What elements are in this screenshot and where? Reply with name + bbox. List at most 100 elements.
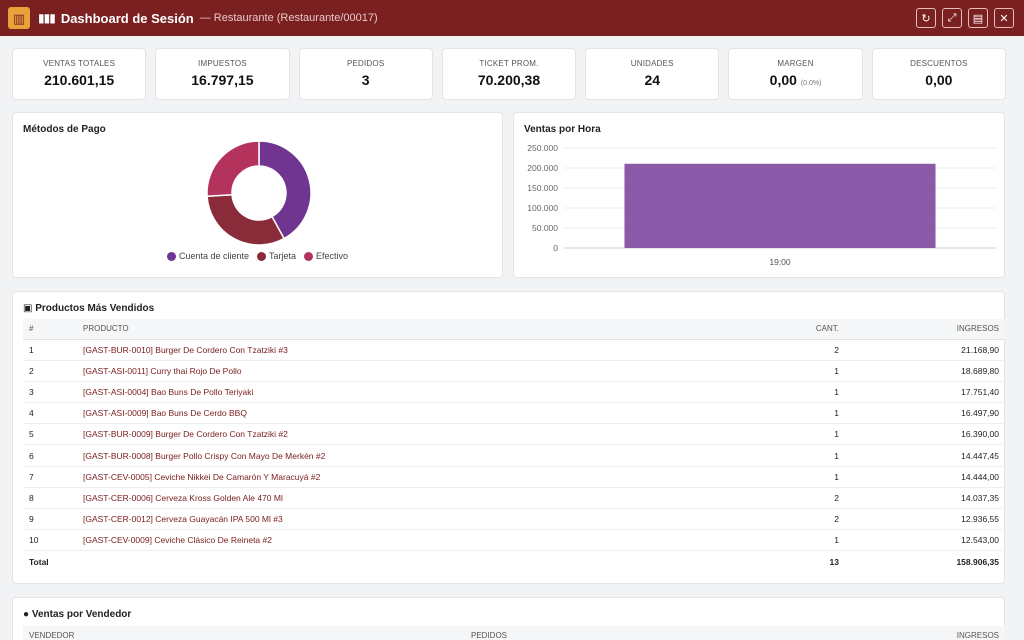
kpi-value: 210.601,15 (44, 72, 115, 88)
kpi-value: 3 (361, 72, 370, 88)
legend-item[interactable]: Efectivo (304, 251, 348, 261)
payment-methods-title: Métodos de Pago (23, 124, 106, 135)
row-product: [GAST-ASI-0004] Bao Buns De Pollo Teriya… (77, 381, 725, 404)
expand-icon: ⤢ (947, 11, 957, 24)
payment-methods-card: Métodos de Pago Cuenta de cliente Tarjeta… (12, 112, 503, 278)
row-qty: 1 (725, 423, 845, 446)
table-row[interactable]: 10 [GAST-CEV-0009] Ceviche Clásico De Rei… (23, 529, 1005, 552)
top-products-title: ▣ Productos Más Vendidos (23, 303, 154, 314)
row-product: [GAST-BUR-0009] Burger De Cordero Con Tz… (77, 423, 725, 446)
pdf-button[interactable]: ▤ (968, 8, 988, 28)
y-tick-label: 200.000 (527, 163, 558, 173)
kpi-row: VENTAS TOTALES 210.601,15 IMPUESTOS 16.797… (12, 48, 1006, 100)
bar[interactable] (624, 163, 936, 248)
page-title: Dashboard de Sesión (60, 10, 194, 26)
box-icon: ▣ (23, 303, 33, 314)
total-label: Total (23, 550, 77, 573)
total-revenue: 158.906,35 (845, 550, 1005, 573)
row-qty: 2 (725, 339, 845, 361)
table-row[interactable]: 1 [GAST-BUR-0010] Burger De Cordero Con T… (23, 339, 1005, 361)
y-tick-label: 0 (553, 243, 558, 253)
refresh-icon: ↻ (921, 12, 931, 25)
app-logo: ▥ (8, 7, 30, 29)
kpi-value-number: 0,00 (769, 72, 797, 88)
legend-label: Cuenta de cliente (178, 251, 250, 261)
kpi-value: 0,00 (0.0%) (729, 72, 861, 88)
kpi-label: DESCUENTOS (910, 59, 968, 68)
row-revenue: 16.497,90 (845, 402, 1005, 425)
kpi-label: MARGEN (777, 59, 814, 68)
row-index: 10 (23, 529, 77, 552)
kpi-card: DESCUENTOS 0,00 (871, 48, 1006, 100)
donut-slice[interactable] (206, 193, 286, 246)
payment-donut-chart (206, 140, 312, 246)
table-row[interactable]: 5 [GAST-BUR-0009] Burger De Cordero Con T… (23, 423, 1005, 446)
row-revenue: 14.447,45 (845, 444, 1005, 467)
title-bar: ▥ ▮▮▮ Dashboard de Sesión — Restaurante … (0, 0, 1024, 36)
row-product: [GAST-CEV-0009] Ceviche Clásico De Reine… (77, 529, 725, 552)
sellers-title-text: Ventas por Vendedor (31, 609, 132, 620)
row-index: 8 (23, 487, 77, 510)
table-row[interactable]: 2 [GAST-ASI-0011] Curry thai Rojo De Poll… (23, 360, 1005, 382)
table-row[interactable]: 6 [GAST-BUR-0008] Burger Pollo Crispy Con… (23, 444, 1005, 467)
row-index: 3 (23, 381, 77, 404)
row-product: [GAST-ASI-0009] Bao Buns De Cerdo BBQ (77, 402, 725, 425)
bar-chart-icon: ▮▮▮ (38, 11, 56, 25)
row-revenue: 14.037,35 (845, 487, 1005, 510)
row-qty: 1 (725, 360, 845, 382)
row-qty: 1 (725, 529, 845, 552)
row-revenue: 21.168,90 (845, 339, 1005, 361)
row-product: [GAST-BUR-0008] Burger Pollo Crispy Con … (77, 444, 725, 467)
kpi-label: VENTAS TOTALES (43, 59, 116, 68)
table-row[interactable]: 9 [GAST-CER-0012] Cerveza Guayacán IPA 50… (23, 508, 1005, 531)
row-revenue: 12.543,00 (845, 529, 1005, 552)
col-orders: PEDIDOS (465, 626, 845, 640)
row-product: [GAST-CER-0012] Cerveza Guayacán IPA 500… (77, 508, 725, 531)
col-seller-revenue: INGRESOS (845, 626, 1005, 640)
row-revenue: 16.390,00 (845, 423, 1005, 446)
col-seller: VENDEDOR (23, 626, 465, 640)
row-qty: 1 (725, 466, 845, 488)
row-index: 9 (23, 508, 77, 531)
table-row[interactable]: 8 [GAST-CER-0006] Cerveza Kross Golden Al… (23, 487, 1005, 510)
kpi-label: UNIDADES (630, 59, 674, 68)
row-revenue: 17.751,40 (845, 381, 1005, 404)
top-products-table: # PRODUCTO CANT. INGRESOS 1 [GAST-BUR-001… (23, 319, 1005, 573)
legend-item[interactable]: Cuenta de cliente (166, 251, 250, 261)
legend-item[interactable]: Tarjeta (257, 251, 296, 261)
session-subtitle: — Restaurante (Restaurante/00017) (199, 12, 378, 24)
legend-label: Tarjeta (269, 251, 297, 261)
close-button[interactable]: ✕ (994, 8, 1014, 28)
col-product: PRODUCTO (77, 319, 725, 340)
expand-button[interactable]: ⤢ (942, 8, 962, 28)
table-row[interactable]: 3 [GAST-ASI-0004] Bao Buns De Pollo Teriy… (23, 381, 1005, 404)
sellers-card: ● Ventas por Vendedor VENDEDOR PEDIDOS I… (12, 597, 1005, 640)
row-qty: 1 (725, 381, 845, 404)
row-product: [GAST-ASI-0011] Curry thai Rojo De Pollo (77, 360, 725, 382)
total-qty: 13 (725, 550, 845, 573)
row-qty: 1 (725, 444, 845, 467)
row-index: 7 (23, 466, 77, 488)
row-index: 2 (23, 360, 77, 382)
row-product: [GAST-BUR-0010] Burger De Cordero Con Tz… (77, 339, 725, 361)
top-products-title-text: Productos Más Vendidos (35, 303, 155, 314)
sellers-title: ● Ventas por Vendedor (23, 609, 131, 620)
table-row[interactable]: 7 [GAST-CEV-0005] Ceviche Nikkei De Camar… (23, 466, 1005, 488)
table-row[interactable]: 4 [GAST-ASI-0009] Bao Buns De Cerdo BBQ 1 1… (23, 402, 1005, 425)
kpi-value: 70.200,38 (477, 72, 541, 88)
kpi-value: 16.797,15 (191, 72, 254, 88)
row-product: [GAST-CEV-0005] Ceviche Nikkei De Camaró… (77, 466, 725, 488)
row-index: 5 (23, 423, 77, 446)
donut-slice[interactable] (206, 140, 260, 198)
y-tick-label: 100.000 (527, 203, 558, 213)
row-product: [GAST-CER-0006] Cerveza Kross Golden Ale… (77, 487, 725, 510)
y-tick-label: 250.000 (527, 143, 558, 153)
kpi-card: IMPUESTOS 16.797,15 (155, 48, 290, 100)
donut-slice[interactable] (258, 140, 312, 240)
refresh-button[interactable]: ↻ (916, 8, 936, 28)
legend-swatch (257, 251, 267, 261)
hourly-sales-title: Ventas por Hora (524, 124, 601, 135)
row-revenue: 14.444,00 (845, 466, 1005, 488)
y-tick-label: 150.000 (527, 183, 558, 193)
x-tick-label: 19:00 (769, 257, 791, 267)
